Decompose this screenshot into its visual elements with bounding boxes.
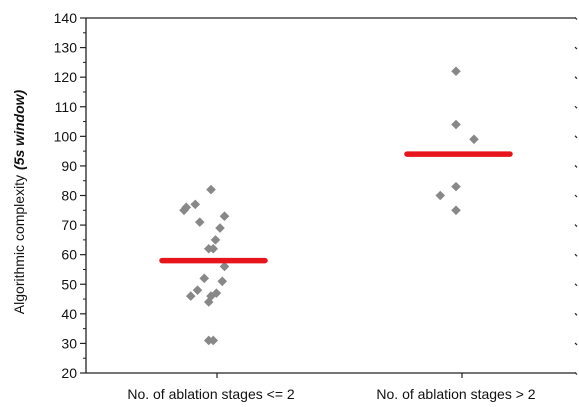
y-tick-right bbox=[574, 253, 578, 257]
data-point bbox=[219, 261, 230, 272]
y-tick-label: 80 bbox=[61, 188, 77, 204]
y-tick-right bbox=[574, 372, 578, 375]
y-tick-right bbox=[574, 135, 578, 139]
data-point bbox=[208, 335, 219, 346]
data-point bbox=[185, 291, 196, 301]
data-marks bbox=[159, 66, 513, 346]
y-tick-label: 100 bbox=[54, 128, 78, 144]
y-tick-right bbox=[574, 194, 578, 198]
data-point bbox=[451, 119, 461, 130]
data-point bbox=[215, 223, 225, 233]
data-point bbox=[206, 184, 216, 195]
data-point bbox=[210, 235, 221, 245]
y-tick-label: 50 bbox=[61, 276, 77, 292]
y-tick-label: 60 bbox=[61, 247, 77, 263]
y-tick-right bbox=[574, 312, 578, 316]
x-category-label: No. of ablation stages > 2 bbox=[376, 386, 535, 402]
data-point bbox=[192, 285, 203, 295]
data-point bbox=[181, 202, 192, 213]
y-tick-label: 120 bbox=[54, 69, 78, 85]
y-tick-label: 40 bbox=[61, 306, 77, 322]
data-point bbox=[451, 205, 461, 216]
data-point bbox=[194, 217, 205, 227]
y-tick-right bbox=[574, 105, 578, 109]
y-tick-right bbox=[574, 224, 578, 228]
y-tick-right bbox=[574, 17, 578, 20]
y-tick-right bbox=[574, 46, 578, 50]
y-tick-right bbox=[574, 283, 578, 287]
data-point bbox=[435, 190, 446, 201]
y-tick-right bbox=[574, 342, 578, 346]
y-axis-title-suffix: (5s window) bbox=[11, 89, 27, 169]
data-point bbox=[190, 199, 201, 210]
labels: Algorithmic complexity (5s window) bbox=[11, 89, 27, 314]
x-category-label: No. of ablation stages <= 2 bbox=[127, 386, 295, 402]
y-tick-label: 110 bbox=[55, 99, 78, 115]
data-point bbox=[469, 134, 479, 145]
data-point bbox=[219, 211, 230, 222]
data-point bbox=[451, 66, 461, 77]
y-axis-title: Algorithmic complexity (5s window) bbox=[11, 89, 27, 314]
data-point bbox=[203, 297, 214, 307]
y-tick-label: 130 bbox=[54, 40, 78, 56]
y-tick-label: 90 bbox=[61, 158, 77, 174]
data-point bbox=[203, 243, 214, 254]
y-tick-label: 30 bbox=[61, 335, 77, 351]
y-tick-right bbox=[574, 76, 578, 80]
y-axis-title-main: Algorithmic complexity bbox=[11, 175, 27, 314]
y-tick-label: 20 bbox=[61, 365, 77, 381]
y-tick-label: 70 bbox=[61, 217, 77, 233]
y-tick-right bbox=[574, 164, 578, 168]
data-point bbox=[451, 181, 461, 192]
data-point bbox=[199, 273, 210, 284]
y-tick-label: 140 bbox=[54, 10, 78, 26]
axes: 20 30 40 50 60 70 80 90 100 110 120 130 140 No. of ab… bbox=[54, 10, 578, 402]
data-point bbox=[217, 276, 228, 287]
